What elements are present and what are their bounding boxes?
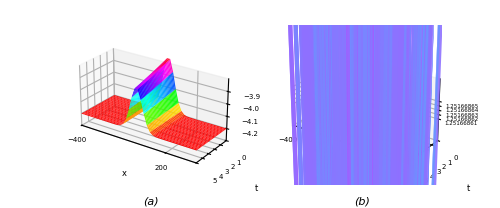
Text: (a): (a) — [143, 196, 158, 206]
X-axis label: x: x — [334, 169, 338, 178]
Y-axis label: t: t — [255, 184, 258, 193]
X-axis label: x: x — [122, 169, 127, 178]
Y-axis label: t: t — [466, 184, 469, 193]
Text: (b): (b) — [354, 196, 370, 206]
